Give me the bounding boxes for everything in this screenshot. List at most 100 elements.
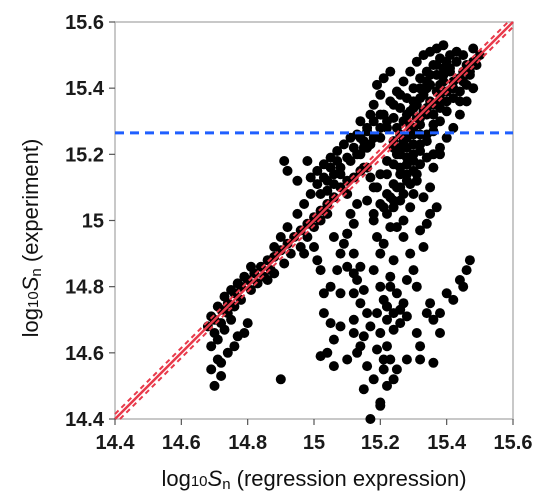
- fit-band-upper: [114, 21, 509, 415]
- y-tick-label: 14.6: [65, 343, 104, 365]
- data-point: [405, 66, 416, 77]
- data-point: [428, 314, 439, 325]
- data-point: [302, 156, 313, 166]
- data-point: [312, 165, 323, 176]
- data-point: [355, 149, 366, 160]
- data-point: [378, 364, 389, 375]
- data-point: [425, 182, 436, 193]
- y-axis-title-suffix: (experiment): [18, 139, 43, 269]
- data-point: [441, 288, 452, 299]
- data-point: [219, 324, 230, 335]
- data-point: [372, 79, 382, 90]
- data-point: [375, 328, 386, 338]
- y-tick-label: 14.4: [65, 409, 105, 431]
- data-point: [342, 228, 353, 239]
- data-point: [246, 261, 256, 272]
- data-point: [435, 116, 445, 127]
- y-axis-title: log10Sn (experiment): [18, 139, 45, 338]
- data-point: [279, 258, 290, 269]
- data-point: [348, 142, 359, 153]
- data-point: [345, 208, 356, 219]
- x-axis-title-prefix: log: [161, 466, 190, 491]
- data-point: [391, 122, 402, 133]
- data-point: [368, 265, 379, 276]
- data-point: [212, 354, 223, 365]
- data-point: [342, 261, 353, 272]
- x-tick-label: 15.4: [427, 432, 467, 454]
- data-point: [292, 175, 303, 186]
- data-point: [428, 126, 439, 137]
- data-point: [382, 314, 392, 325]
- data-point: [209, 380, 220, 391]
- data-point: [372, 308, 382, 319]
- data-point: [348, 248, 359, 259]
- data-point: [232, 278, 243, 289]
- y-tick-label: 15.2: [65, 144, 104, 166]
- data-point: [305, 172, 316, 183]
- data-point: [305, 189, 316, 199]
- data-point: [398, 232, 409, 242]
- data-point: [468, 83, 479, 94]
- data-point: [431, 60, 442, 70]
- data-point: [398, 189, 409, 199]
- data-point: [332, 146, 343, 156]
- data-point: [206, 364, 217, 375]
- data-point: [239, 271, 250, 282]
- data-point: [421, 308, 432, 319]
- y-tick-label: 15.6: [65, 12, 104, 34]
- data-point: [352, 347, 363, 358]
- data-point: [385, 192, 396, 203]
- data-point: [312, 179, 323, 190]
- data-point: [375, 109, 386, 120]
- data-point: [355, 116, 366, 127]
- data-point: [212, 301, 223, 312]
- data-point: [348, 268, 359, 279]
- data-point: [391, 364, 402, 375]
- data-point: [425, 298, 436, 309]
- y-tick-label: 14.8: [65, 277, 104, 299]
- x-tick-label: 15.6: [494, 432, 533, 454]
- data-point: [385, 66, 396, 77]
- data-point: [385, 281, 396, 292]
- y-axis-title-symbol: S: [18, 276, 43, 291]
- data-point: [428, 357, 439, 368]
- data-point: [401, 275, 412, 285]
- data-point: [365, 321, 376, 332]
- data-point: [411, 328, 422, 338]
- data-point: [398, 298, 409, 309]
- data-point: [388, 202, 399, 213]
- data-point: [365, 172, 376, 183]
- data-point: [352, 199, 363, 209]
- data-point: [226, 314, 237, 325]
- data-point: [388, 159, 399, 170]
- data-point: [415, 83, 426, 94]
- data-point: [368, 374, 379, 385]
- data-point: [348, 314, 359, 325]
- data-point: [318, 159, 329, 170]
- data-point: [282, 222, 293, 233]
- data-point: [342, 354, 353, 365]
- data-point: [335, 321, 346, 332]
- data-point: [242, 318, 253, 329]
- data-point: [365, 414, 376, 424]
- data-point: [382, 380, 392, 391]
- data-point: [342, 152, 353, 163]
- data-point: [405, 248, 416, 259]
- data-point: [372, 182, 382, 193]
- data-point: [368, 208, 379, 219]
- x-axis-ticks: 14.4 14.6 14.8 15 15.2 15.4 15.6: [96, 419, 533, 454]
- data-point: [375, 281, 386, 292]
- data-point: [395, 318, 406, 329]
- data-point: [438, 69, 449, 80]
- data-point: [362, 126, 373, 137]
- data-point: [415, 225, 426, 236]
- data-point: [388, 324, 399, 335]
- data-point: [382, 301, 392, 312]
- data-point: [318, 308, 329, 319]
- data-point: [391, 182, 402, 193]
- data-point: [372, 344, 382, 355]
- data-point: [395, 89, 406, 100]
- data-point: [299, 199, 310, 209]
- data-point: [292, 208, 303, 219]
- data-point: [375, 122, 386, 133]
